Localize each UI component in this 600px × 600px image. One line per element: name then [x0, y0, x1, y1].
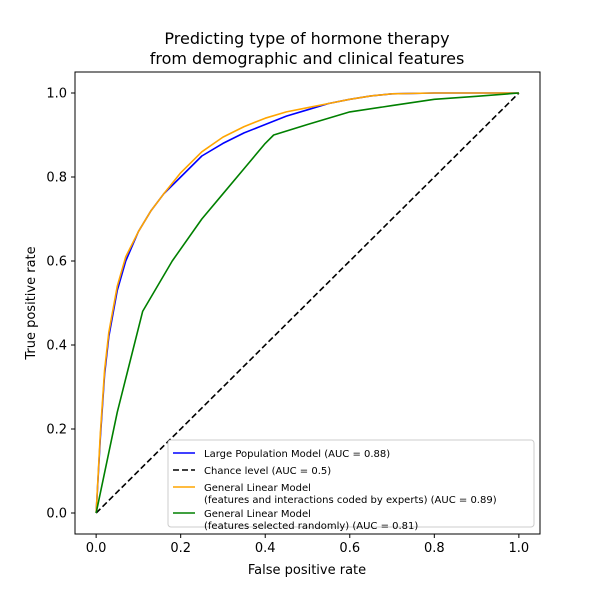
chart-title: Predicting type of hormone therapy from …: [150, 29, 465, 68]
legend-label-1: Chance level (AUC = 0.5): [204, 466, 331, 477]
chart-title-line-2: from demographic and clinical features: [150, 49, 465, 68]
x-tick-label: 0.8: [424, 541, 445, 556]
plot-lines: [95, 92, 520, 514]
legend-label-0: Large Population Model (AUC = 0.88): [204, 449, 390, 460]
y-axis-ticks: 0.0 0.2 0.4 0.6 0.8 1.0: [46, 87, 75, 522]
x-tick-label: 0.4: [255, 541, 276, 556]
y-tick-label: 1.0: [46, 87, 67, 102]
legend-label-3: General Linear Model: [204, 509, 311, 520]
chart-title-line-1: Predicting type of hormone therapy: [164, 29, 449, 48]
x-tick-label: 0.2: [170, 541, 191, 556]
y-axis-label: True positive rate: [24, 246, 39, 360]
x-tick-label: 0.6: [339, 541, 360, 556]
y-tick-label: 0.2: [46, 423, 67, 438]
legend-label-3: (features selected randomly) (AUC = 0.81…: [204, 521, 418, 532]
series-line-2: [95, 92, 519, 514]
x-tick-label: 0.0: [86, 541, 107, 556]
legend: Large Population Model (AUC = 0.88) Chanc…: [167, 439, 535, 532]
plot-frame: [74, 71, 541, 535]
x-axis-label: False positive rate: [248, 563, 366, 578]
legend-label-2: General Linear Model: [204, 483, 311, 494]
legend-label-2: (features and interactions coded by expe…: [204, 495, 497, 506]
y-tick-label: 0.8: [46, 171, 67, 186]
y-tick-label: 0.0: [46, 507, 67, 522]
series-line-3: [95, 92, 519, 514]
y-tick-label: 0.4: [46, 339, 67, 354]
y-tick-label: 0.6: [46, 255, 67, 270]
x-tick-label: 1.0: [509, 541, 530, 556]
legend-items: Large Population Model (AUC = 0.88) Chanc…: [173, 449, 497, 532]
legend-box: [167, 439, 535, 528]
x-axis-ticks: 0.0 0.2 0.4 0.6 0.8 1.0: [86, 534, 529, 556]
series-line-1: [95, 92, 520, 514]
